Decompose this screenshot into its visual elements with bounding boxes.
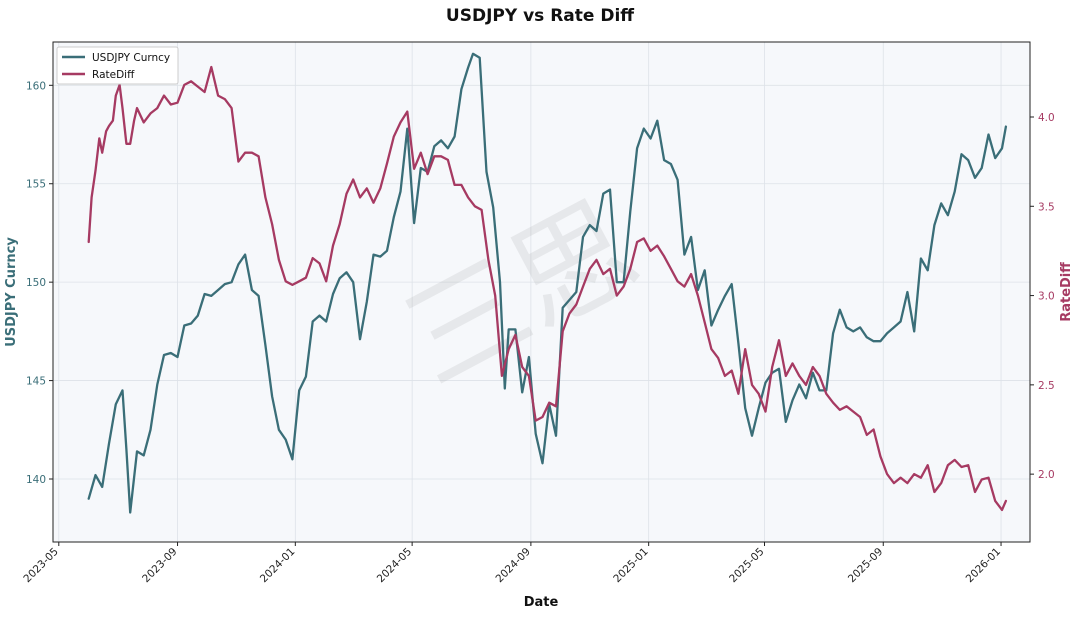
right-tick-label: 2.5 <box>1038 380 1055 392</box>
left-tick-label: 160 <box>26 80 46 92</box>
series-line-ratediff <box>87 65 1008 512</box>
legend-box <box>56 46 179 85</box>
legend-label-usdjpy: USDJPY Curncy <box>92 52 170 64</box>
legend-label-ratediff: RateDiff <box>92 69 135 81</box>
left-tick-label: 150 <box>26 277 46 289</box>
left-axis-ticks: 140 145 150 155 160 <box>26 80 53 486</box>
gridlines <box>53 42 1030 542</box>
x-axis-label: Date <box>524 595 559 610</box>
x-tick-label: 2025-05 <box>727 546 767 586</box>
chart-title: USDJPY vs Rate Diff <box>446 6 634 26</box>
right-tick-label: 3.5 <box>1038 201 1055 213</box>
left-tick-label: 140 <box>26 474 46 486</box>
right-tick-label: 2.0 <box>1038 469 1055 481</box>
right-tick-label: 3.0 <box>1038 291 1055 303</box>
left-y-axis-label: USDJPY Curncy <box>4 237 19 347</box>
series-line-usdjpy <box>87 52 1008 514</box>
x-tick-label: 2025-09 <box>846 546 886 586</box>
right-y-axis-label: RateDiff <box>1059 262 1074 322</box>
right-tick-label: 4.0 <box>1038 112 1055 124</box>
x-tick-label: 2024-01 <box>258 546 298 586</box>
plot-frame <box>52 41 1031 543</box>
x-tick-label: 2024-05 <box>375 546 415 586</box>
left-tick-label: 155 <box>26 179 46 191</box>
series-lines <box>87 52 1008 514</box>
x-axis-ticks: 2023-05 2023-09 2024-01 2024-05 2024-09 2025-… <box>21 542 1003 585</box>
x-tick-label: 2026-01 <box>964 546 1004 586</box>
x-tick-label: 2023-09 <box>140 546 180 586</box>
left-tick-label: 145 <box>26 376 46 388</box>
legend: USDJPY Curncy RateDiff <box>56 46 179 85</box>
right-axis-ticks: 2.0 2.5 3.0 3.5 4.0 <box>1030 112 1055 481</box>
x-tick-label: 2024-09 <box>493 546 533 586</box>
x-tick-label: 2025-01 <box>611 546 651 586</box>
x-tick-label: 2023-05 <box>21 546 61 586</box>
